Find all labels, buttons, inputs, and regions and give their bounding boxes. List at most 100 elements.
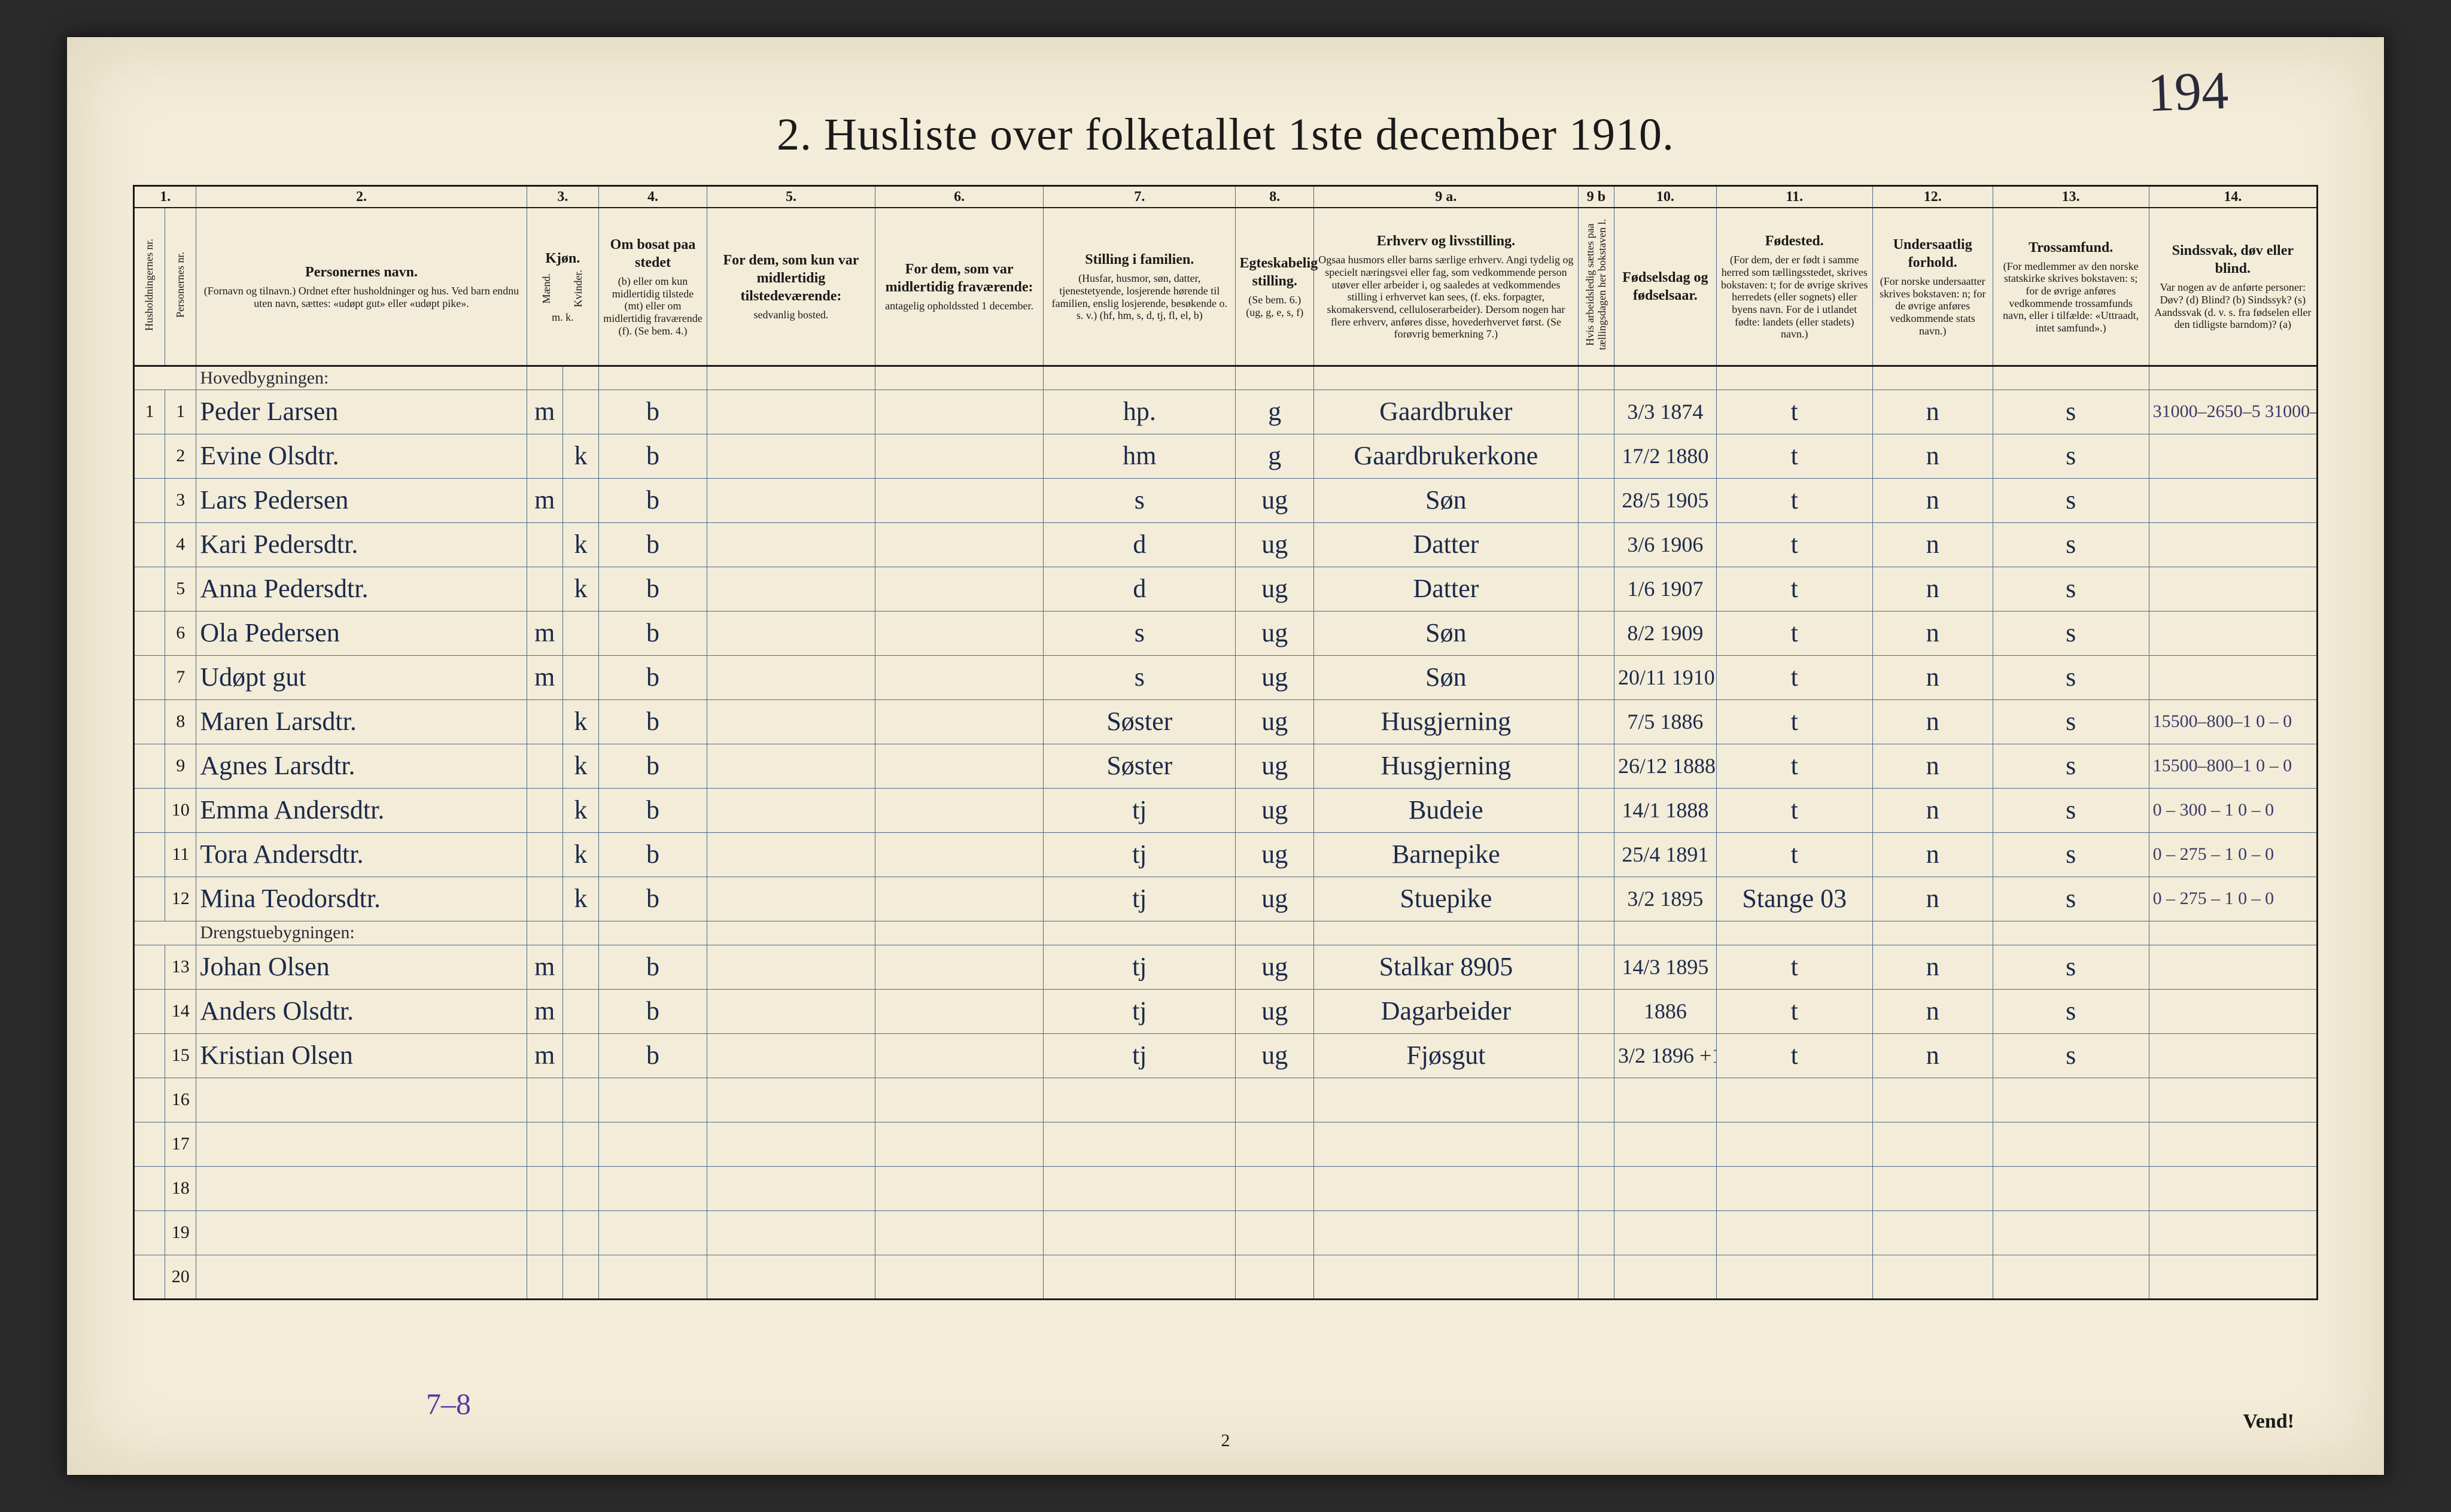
cell-erhverv: Dagarbeider <box>1314 989 1579 1033</box>
cell-name: Evine Olsdtr. <box>196 434 527 478</box>
cell-husholdning-nr <box>134 478 165 522</box>
cell-stilling: tj <box>1044 877 1236 921</box>
cell-name: Maren Larsdtr. <box>196 699 527 744</box>
cell-erhverv: Stalkar 8905 <box>1314 945 1579 989</box>
cell <box>707 1078 875 1122</box>
cell-undersaatlig: n <box>1872 655 1993 699</box>
cell-name: Emma Andersdtr. <box>196 788 527 832</box>
cell <box>1993 366 2149 390</box>
cell-fodested: t <box>1716 699 1872 744</box>
cell-husholdning-nr <box>134 522 165 567</box>
cell <box>1614 1166 1717 1210</box>
footer-page-number: 2 <box>1221 1431 1230 1451</box>
table-row: 2Evine Olsdtr.kbhmgGaardbrukerkone17/2 1… <box>134 434 2318 478</box>
cell-trossamfund: s <box>1993 832 2149 877</box>
cell-midl-tilstede <box>707 788 875 832</box>
cell-arbeidsledig <box>1578 1033 1614 1078</box>
cell <box>1044 366 1236 390</box>
colnum-10: 10. <box>1614 186 1717 208</box>
cell <box>1993 1078 2149 1122</box>
cell-undersaatlig: n <box>1872 478 1993 522</box>
cell <box>1236 921 1314 945</box>
cell <box>1578 366 1614 390</box>
cell-undersaatlig: n <box>1872 1033 1993 1078</box>
cell-husholdning-nr <box>134 832 165 877</box>
cell <box>562 921 598 945</box>
cell-erhverv: Fjøsgut <box>1314 1033 1579 1078</box>
header-husholdning-nr: Husholdningernes nr. <box>134 208 165 366</box>
cell <box>1872 1122 1993 1166</box>
cell <box>1236 366 1314 390</box>
cell-trossamfund: s <box>1993 699 2149 744</box>
cell <box>527 1210 562 1255</box>
cell <box>599 1122 707 1166</box>
cell-person-nr: 8 <box>165 699 196 744</box>
cell-stilling: s <box>1044 478 1236 522</box>
cell <box>599 366 707 390</box>
header-person-nr: Personernes nr. <box>165 208 196 366</box>
cell-midl-tilstede <box>707 989 875 1033</box>
cell-fodested: t <box>1716 788 1872 832</box>
cell <box>1993 1210 2149 1255</box>
cell-midl-frav <box>875 832 1044 877</box>
cell-midl-frav <box>875 567 1044 611</box>
cell-husholdning-nr <box>134 567 165 611</box>
cell-stilling: s <box>1044 655 1236 699</box>
cell-person-nr: 4 <box>165 522 196 567</box>
cell-sindssvak <box>2149 434 2317 478</box>
cell-midl-tilstede <box>707 832 875 877</box>
cell-fodselsdato: 8/2 1909 <box>1614 611 1717 655</box>
cell-undersaatlig: n <box>1872 522 1993 567</box>
cell <box>1044 1210 1236 1255</box>
cell-bosat: b <box>599 522 707 567</box>
cell-arbeidsledig <box>1578 989 1614 1033</box>
cell <box>196 1166 527 1210</box>
cell-fodselsdato: 3/2 1895 <box>1614 877 1717 921</box>
cell-midl-tilstede <box>707 744 875 788</box>
cell-kjon-k: k <box>562 788 598 832</box>
cell <box>1578 1210 1614 1255</box>
cell-bosat: b <box>599 567 707 611</box>
cell-arbeidsledig <box>1578 699 1614 744</box>
cell-arbeidsledig <box>1578 788 1614 832</box>
margin-annotation: 0 – 275 – 1 0 – 0 <box>2153 890 2313 908</box>
cell <box>1236 1255 1314 1299</box>
cell-kjon-m: m <box>527 611 562 655</box>
cell-name: Anna Pedersdtr. <box>196 567 527 611</box>
cell-kjon-m: m <box>527 390 562 434</box>
cell-husholdning-nr <box>134 744 165 788</box>
cell <box>875 1210 1044 1255</box>
cell-midl-frav <box>875 989 1044 1033</box>
section-heading: Drengstuebygningen: <box>196 921 527 945</box>
header-kjon: Kjøn. Mænd. Kvinder. m. k. <box>527 208 598 366</box>
cell <box>707 1122 875 1166</box>
handwritten-page-number: 194 <box>2146 60 2230 124</box>
cell-kjon-m <box>527 744 562 788</box>
cell-person-nr: 17 <box>165 1122 196 1166</box>
table-row: 12Mina Teodorsdtr.kbtjugStuepike3/2 1895… <box>134 877 2318 921</box>
cell-person-nr: 10 <box>165 788 196 832</box>
cell <box>875 1166 1044 1210</box>
cell <box>707 921 875 945</box>
cell <box>1578 921 1614 945</box>
cell-erhverv: Datter <box>1314 567 1579 611</box>
cell-arbeidsledig <box>1578 567 1614 611</box>
cell-bosat: b <box>599 611 707 655</box>
cell-midl-tilstede <box>707 655 875 699</box>
bottom-margin-note: 7–8 <box>426 1386 471 1421</box>
cell-husholdning-nr <box>134 611 165 655</box>
cell-person-nr: 13 <box>165 945 196 989</box>
cell-egteskab: ug <box>1236 699 1314 744</box>
cell-husholdning-nr <box>134 655 165 699</box>
cell-fodested: t <box>1716 611 1872 655</box>
cell-name: Kristian Olsen <box>196 1033 527 1078</box>
margin-annotation: 0 – 275 – 1 0 – 0 <box>2153 845 2313 863</box>
cell-husholdning-nr <box>134 989 165 1033</box>
cell-kjon-m: m <box>527 989 562 1033</box>
cell-trossamfund: s <box>1993 989 2149 1033</box>
cell-fodselsdato: 28/5 1905 <box>1614 478 1717 522</box>
cell <box>875 1122 1044 1166</box>
cell-erhverv: Søn <box>1314 478 1579 522</box>
cell-egteskab: ug <box>1236 567 1314 611</box>
cell-fodselsdato: 3/6 1906 <box>1614 522 1717 567</box>
